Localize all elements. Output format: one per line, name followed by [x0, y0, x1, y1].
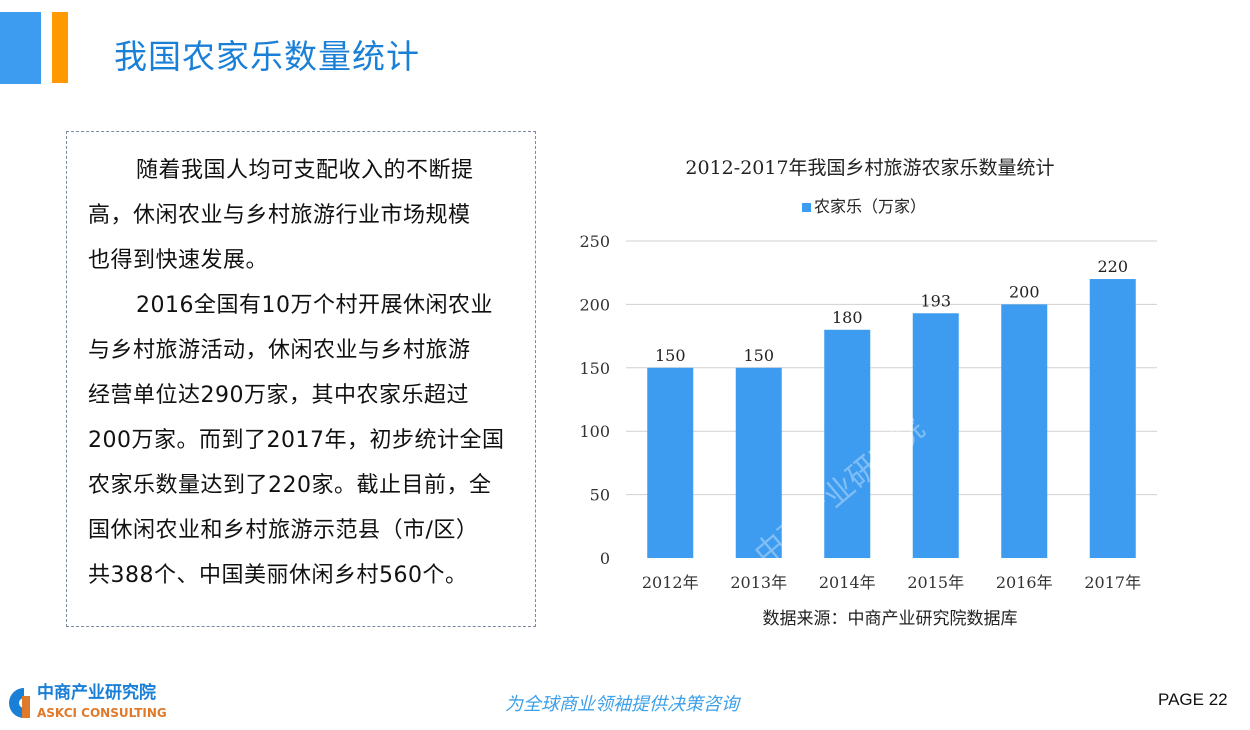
x-tick-label: 2017年 — [1084, 573, 1141, 592]
data-label: 193 — [920, 291, 951, 310]
y-tick-label: 250 — [579, 232, 610, 251]
x-tick-label: 2012年 — [642, 573, 699, 592]
chart-title: 2012-2017年我国乡村旅游农家乐数量统计 — [685, 157, 1055, 179]
logo-text-cn: 中商产业研究院 — [37, 683, 156, 703]
paragraph-line: 共388个、中国美丽休闲乡村560个。 — [88, 563, 468, 588]
askci-logo-icon — [9, 688, 30, 718]
page-number: PAGE 22 — [1158, 690, 1228, 709]
header-blue-bar — [0, 12, 41, 84]
paragraph-line: 农家乐数量达到了220家。截止目前，全 — [88, 473, 492, 498]
paragraph-line: 经营单位达290万家，其中农家乐超过 — [88, 383, 469, 408]
paragraph-line: 高，休闲农业与乡村旅游行业市场规模 — [88, 203, 471, 228]
legend-label: 农家乐（万家） — [814, 197, 927, 216]
y-tick-label: 0 — [600, 549, 610, 568]
legend-swatch — [802, 203, 811, 212]
x-tick-label: 2016年 — [996, 573, 1053, 592]
data-label: 150 — [743, 346, 774, 365]
paragraph-line: 随着我国人均可支配收入的不断提 — [136, 158, 474, 183]
logo-text-en: ASKCI CONSULTING — [37, 706, 167, 720]
paragraph-line: 与乡村旅游活动，休闲农业与乡村旅游 — [88, 338, 471, 363]
text-box: 随着我国人均可支配收入的不断提高，休闲农业与乡村旅游行业市场规模 也得到快速发展。… — [66, 131, 536, 627]
y-tick-label: 150 — [579, 359, 610, 378]
y-tick-label: 100 — [579, 422, 610, 441]
data-label: 180 — [832, 308, 863, 327]
chart-legend: 农家乐（万家） — [802, 193, 926, 217]
bar — [824, 329, 871, 558]
x-tick-label: 2013年 — [730, 573, 787, 592]
bar — [735, 367, 782, 558]
bar — [1001, 304, 1048, 558]
y-tick-label: 200 — [579, 295, 610, 314]
data-label: 220 — [1097, 257, 1128, 276]
page-title: 我国农家乐数量统计 — [114, 37, 420, 76]
header-orange-bar — [52, 12, 68, 83]
x-tick-label: 2014年 — [819, 573, 876, 592]
chart-source: 数据来源：中商产业研究院数据库 — [762, 609, 1018, 629]
paragraph-line: 国休闲农业和乡村旅游示范县（市/区） — [88, 518, 479, 543]
paragraph-line: 2016全国有10万个村开展休闲农业 — [136, 293, 493, 318]
paragraph-line: 200万家。而到了2017年，初步统计全国 — [88, 428, 505, 453]
slogan: 为全球商业领袖提供决策咨询 — [505, 694, 739, 715]
x-tick-label: 2015年 — [907, 573, 964, 592]
bar — [1089, 279, 1136, 558]
paragraph-line: 也得到快速发展。 — [88, 248, 269, 273]
bar — [912, 313, 959, 558]
data-label: 150 — [655, 346, 686, 365]
bar — [647, 367, 694, 558]
y-tick-label: 50 — [590, 486, 610, 505]
data-label: 200 — [1009, 282, 1040, 301]
